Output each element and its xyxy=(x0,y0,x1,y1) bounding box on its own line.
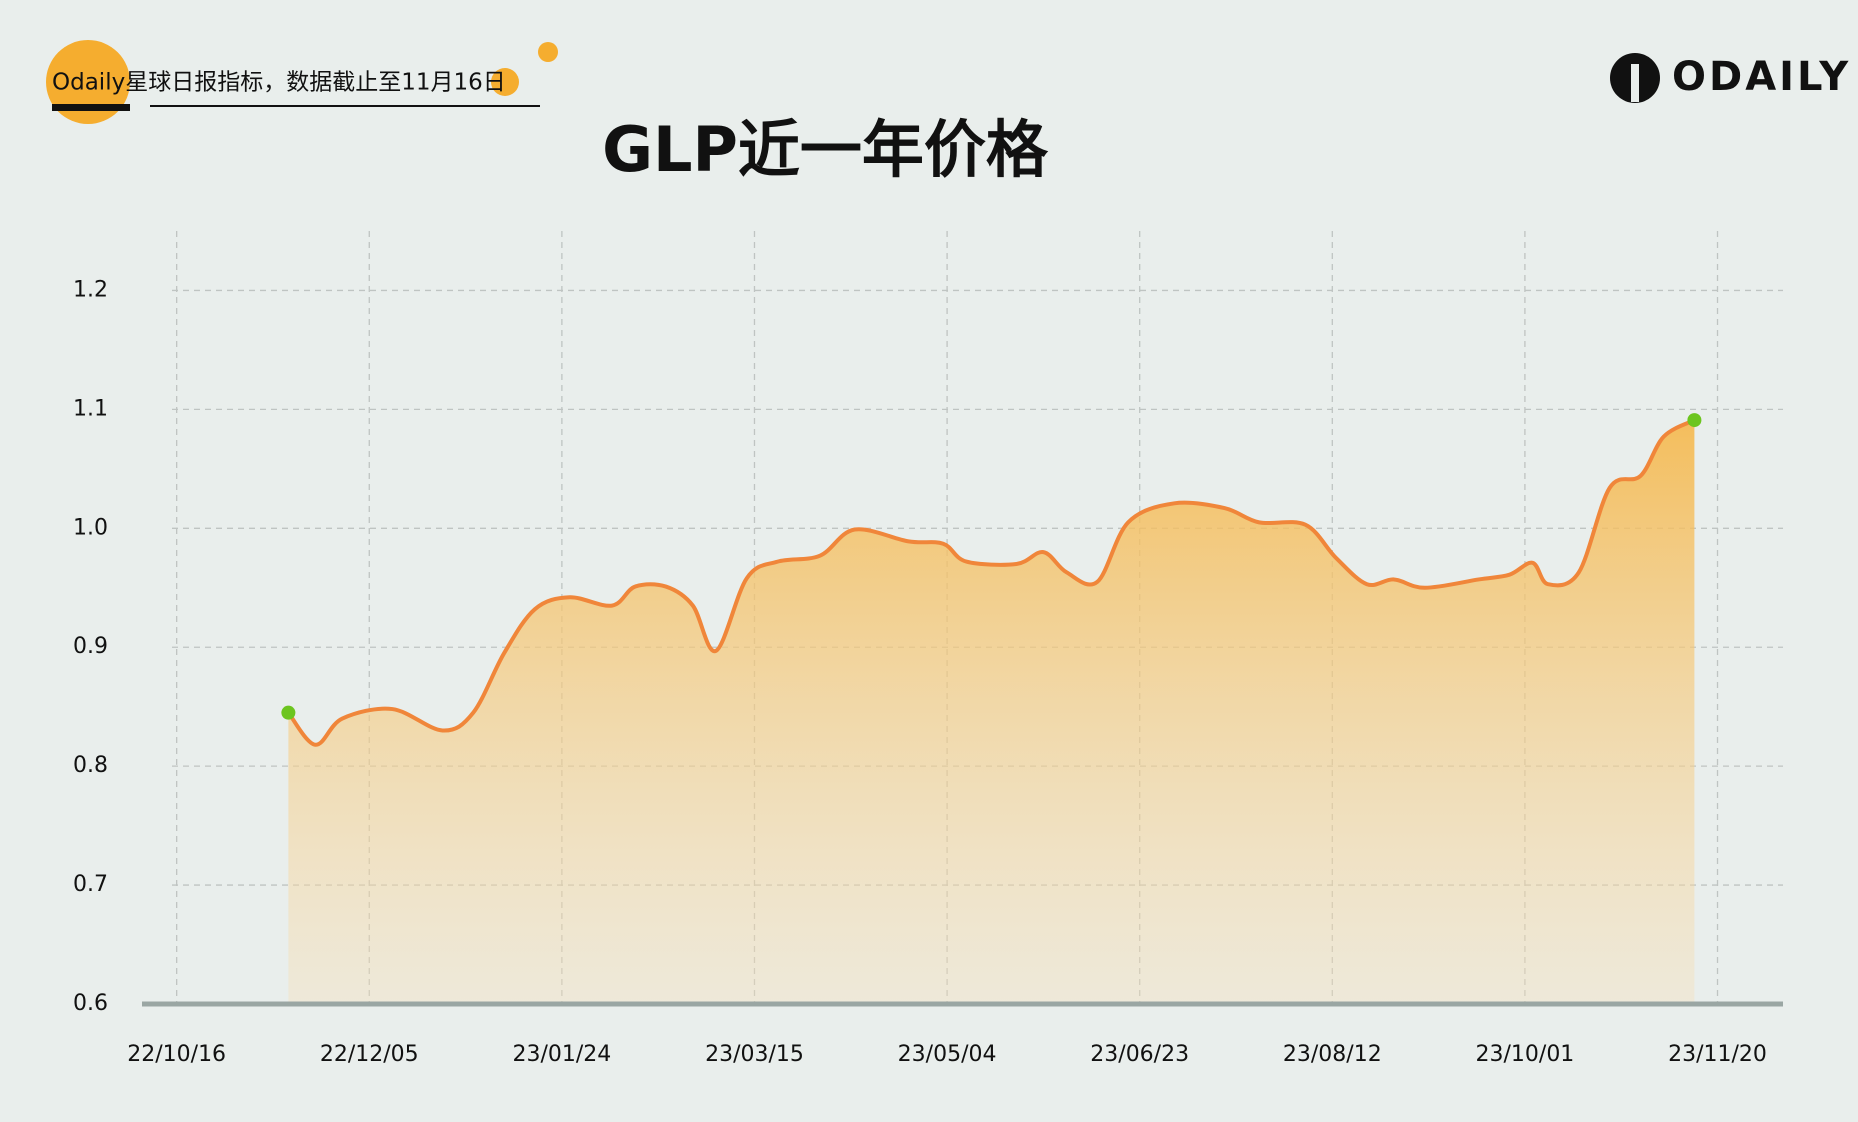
y-tick-label: 1.2 xyxy=(73,277,108,302)
x-tick-label: 23/05/04 xyxy=(898,1042,997,1067)
badge-dot xyxy=(491,68,519,96)
badge-circle xyxy=(46,40,130,124)
x-tick-label: 23/01/24 xyxy=(512,1042,611,1067)
line xyxy=(286,418,1696,747)
plot: 0.6 0.7 0.8 0.9 1.0 1.1 1.2 22/10/16 22/12/05 23/… xyxy=(73,231,1783,1067)
endpoint xyxy=(1687,413,1702,428)
badge-dot xyxy=(538,42,558,62)
x-tick-label: 23/03/15 xyxy=(705,1042,804,1067)
y-tick-label: 1.1 xyxy=(73,396,108,421)
underline xyxy=(52,104,130,111)
logo: ODAILY xyxy=(1672,54,1851,100)
y-tick-label: 0.9 xyxy=(73,634,108,659)
x-tick-label: 22/10/16 xyxy=(127,1042,226,1067)
y-tick-label: 0.7 xyxy=(73,872,108,897)
x-tick-label: 22/12/05 xyxy=(320,1042,419,1067)
source-note: Odaily星球日报指标，数据截止至11月16日 xyxy=(52,70,506,96)
endpoint xyxy=(281,705,296,720)
x-tick-label: 23/06/23 xyxy=(1090,1042,1189,1067)
y-tick-label: 1.0 xyxy=(73,515,108,540)
logo-icon xyxy=(1631,64,1639,102)
x-tick-label: 23/10/01 xyxy=(1476,1042,1575,1067)
x-tick-label: 23/11/20 xyxy=(1668,1042,1767,1067)
y-tick-label: 0.8 xyxy=(73,753,108,778)
y-tick-label: 0.6 xyxy=(73,991,108,1016)
area xyxy=(288,420,1695,1004)
x-tick-label: 23/08/12 xyxy=(1283,1042,1382,1067)
chart-title: GLP近一年价格 xyxy=(602,113,1049,186)
